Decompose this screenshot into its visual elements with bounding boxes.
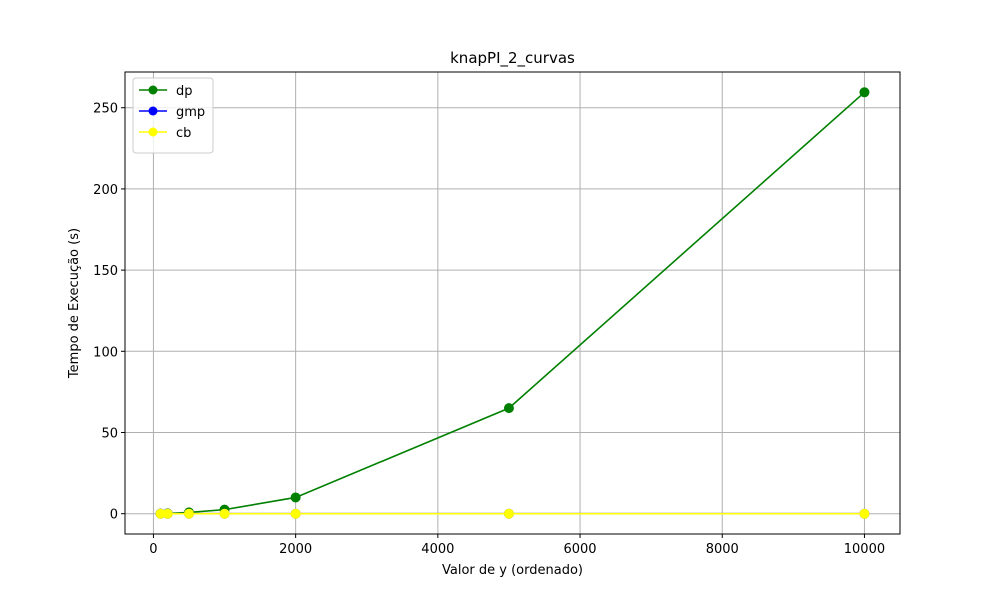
x-tick-label: 0 bbox=[149, 542, 157, 557]
y-tick-label: 0 bbox=[110, 508, 118, 523]
y-tick-label: 100 bbox=[93, 345, 118, 360]
y-tick-label: 200 bbox=[93, 183, 118, 198]
data-point-cb bbox=[162, 508, 173, 519]
chart-title: knapPI_2_curvas bbox=[450, 49, 575, 68]
x-tick-label: 10000 bbox=[844, 542, 885, 557]
plot-series bbox=[155, 87, 870, 519]
legend-marker-dp bbox=[148, 85, 158, 95]
plot-frame bbox=[124, 71, 901, 535]
data-point-dp bbox=[503, 403, 514, 414]
y-axis-label: Tempo de Execução (s) bbox=[67, 228, 82, 379]
data-point-cb bbox=[290, 508, 301, 519]
axes: 0 2000 4000 6000 8000 10000 0 50 100 150 200 250 bbox=[93, 102, 885, 557]
y-tick-label: 150 bbox=[93, 264, 118, 279]
x-tick-label: 8000 bbox=[706, 542, 739, 557]
data-point-cb bbox=[503, 508, 514, 519]
data-point-cb bbox=[183, 508, 194, 519]
legend-marker-gmp bbox=[148, 106, 158, 116]
legend-label-cb: cb bbox=[176, 126, 191, 141]
x-tick-label: 6000 bbox=[563, 542, 596, 557]
x-tick-label: 2000 bbox=[279, 542, 312, 557]
legend-label-gmp: gmp bbox=[176, 105, 205, 120]
data-point-dp bbox=[290, 492, 301, 503]
x-axis-label: Valor de y (ordenado) bbox=[442, 563, 583, 578]
series-cb bbox=[155, 508, 870, 519]
data-point-cb bbox=[859, 508, 870, 519]
legend-label-dp: dp bbox=[176, 84, 193, 99]
y-tick-label: 250 bbox=[93, 102, 118, 117]
x-tick-label: 4000 bbox=[421, 542, 454, 557]
data-point-dp bbox=[859, 87, 870, 98]
legend-marker-cb bbox=[148, 127, 158, 137]
y-tick-label: 50 bbox=[101, 427, 118, 442]
data-point-cb bbox=[219, 508, 230, 519]
legend: dp gmp cb bbox=[132, 77, 214, 154]
